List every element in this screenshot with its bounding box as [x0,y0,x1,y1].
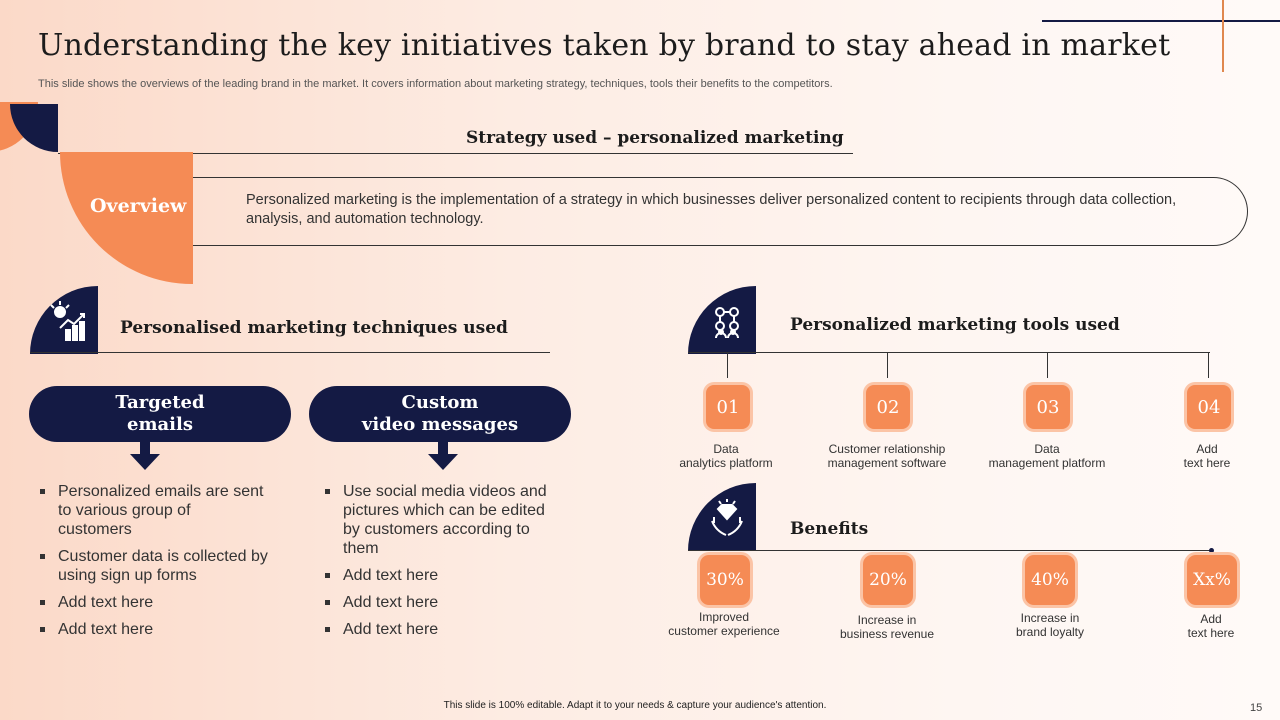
custom-video-bullets: Use social media videos and pictures whi… [323,482,563,647]
custom-video-label-1: Custom [401,392,479,413]
benefits-title: Benefits [790,519,869,539]
tool-number-04: 04 [1187,385,1231,429]
custom-video-pill: Custom video messages [309,386,571,442]
benefit-caption: Increase in business revenue [807,613,967,641]
overview-box [192,177,1248,246]
network-people-icon [715,307,739,339]
page-title: Understanding the key initiatives taken … [38,28,1171,63]
page-number: 15 [1250,702,1263,714]
page-subtitle: This slide shows the overviews of the le… [38,78,833,90]
tool-caption-line2: text here [1183,456,1231,470]
benefit-caption-line2: brand loyalty [1015,625,1085,639]
tool-caption-line1: Customer relationship [828,442,946,456]
techniques-title: Personalised marketing techniques used [120,318,508,338]
tools-title: Personalized marketing tools used [790,315,1120,335]
benefits-line-end-dot [1209,548,1214,553]
benefit-caption-line1: Increase in [857,613,917,627]
tool-caption: Data analytics platform [646,442,806,470]
bullet-item: Personalized emails are sent to various … [38,482,268,539]
tool-caption-line2: analytics platform [679,456,773,470]
strategy-title: Strategy used – personalized marketing [466,128,844,148]
tool-caption-line1: Data [1034,442,1060,456]
benefit-caption: Add text here [1131,612,1280,640]
strategy-underline [58,153,853,154]
bullet-item: Customer data is collected by using sign… [38,547,268,585]
tool-caption-line1: Add [1196,442,1218,456]
benefits-connector-line [688,550,1211,551]
tool-number-03: 03 [1026,385,1070,429]
techniques-underline [30,352,550,353]
benefit-caption-line1: Increase in [1020,611,1080,625]
header-accent-vline [1222,0,1224,72]
benefit-caption-line2: text here [1187,626,1235,640]
benefit-caption: Increase in brand loyalty [970,611,1130,639]
bullet-item: Use social media videos and pictures whi… [323,482,563,558]
down-arrow-icon [428,454,458,470]
bullet-item: Add text here [323,620,563,639]
arrow-shaft [438,442,448,454]
tool-caption-line2: management platform [988,456,1106,470]
benefit-caption-line1: Improved [698,610,750,624]
tool-caption: Add text here [1127,442,1280,470]
overview-text: Personalized marketing is the implementa… [246,192,1177,227]
header-accent-line [1042,20,1280,22]
custom-video-label-2: video messages [361,414,519,435]
bullet-item: Add text here [323,566,563,585]
corner-decoration-navy [10,104,58,152]
benefit-value: 30% [700,555,750,605]
benefits-icon-badge [688,483,756,551]
overview-shape [60,152,193,284]
tool-connector [1208,352,1209,378]
benefit-caption-line1: Add [1200,612,1222,626]
tool-connector [887,352,888,378]
tool-connector [727,352,728,378]
benefit-caption-line2: business revenue [839,627,935,641]
benefit-value: Xx% [1187,555,1237,605]
targeted-emails-pill: Targeted emails [29,386,291,442]
tool-caption-line1: Data [713,442,739,456]
footer-note: This slide is 100% editable. Adapt it to… [443,700,827,711]
arrow-shaft [140,442,150,454]
tools-connector-line [688,352,1210,353]
tool-number-01: 01 [706,385,750,429]
tools-icon-badge [688,286,756,354]
techniques-icon-badge [30,286,98,354]
targeted-emails-label-2: emails [127,414,193,435]
tool-number-02: 02 [866,385,910,429]
benefit-value: 20% [863,555,913,605]
targeted-emails-bullets: Personalized emails are sent to various … [38,482,268,647]
benefit-caption: Improved customer experience [644,610,804,638]
targeted-emails-label-1: Targeted [115,392,205,413]
bullet-item: Add text here [38,620,268,639]
benefit-value: 40% [1025,555,1075,605]
tool-caption: Data management platform [967,442,1127,470]
tool-connector [1047,352,1048,378]
benefit-caption-line2: customer experience [668,624,780,638]
tool-caption-line2: management software [827,456,947,470]
diamond-hands-icon [711,499,743,536]
bullet-item: Add text here [323,593,563,612]
overview-label: Overview [90,195,187,217]
growth-chart-icon [50,301,85,341]
tool-caption: Customer relationship management software [807,442,967,470]
bullet-item: Add text here [38,593,268,612]
down-arrow-icon [130,454,160,470]
